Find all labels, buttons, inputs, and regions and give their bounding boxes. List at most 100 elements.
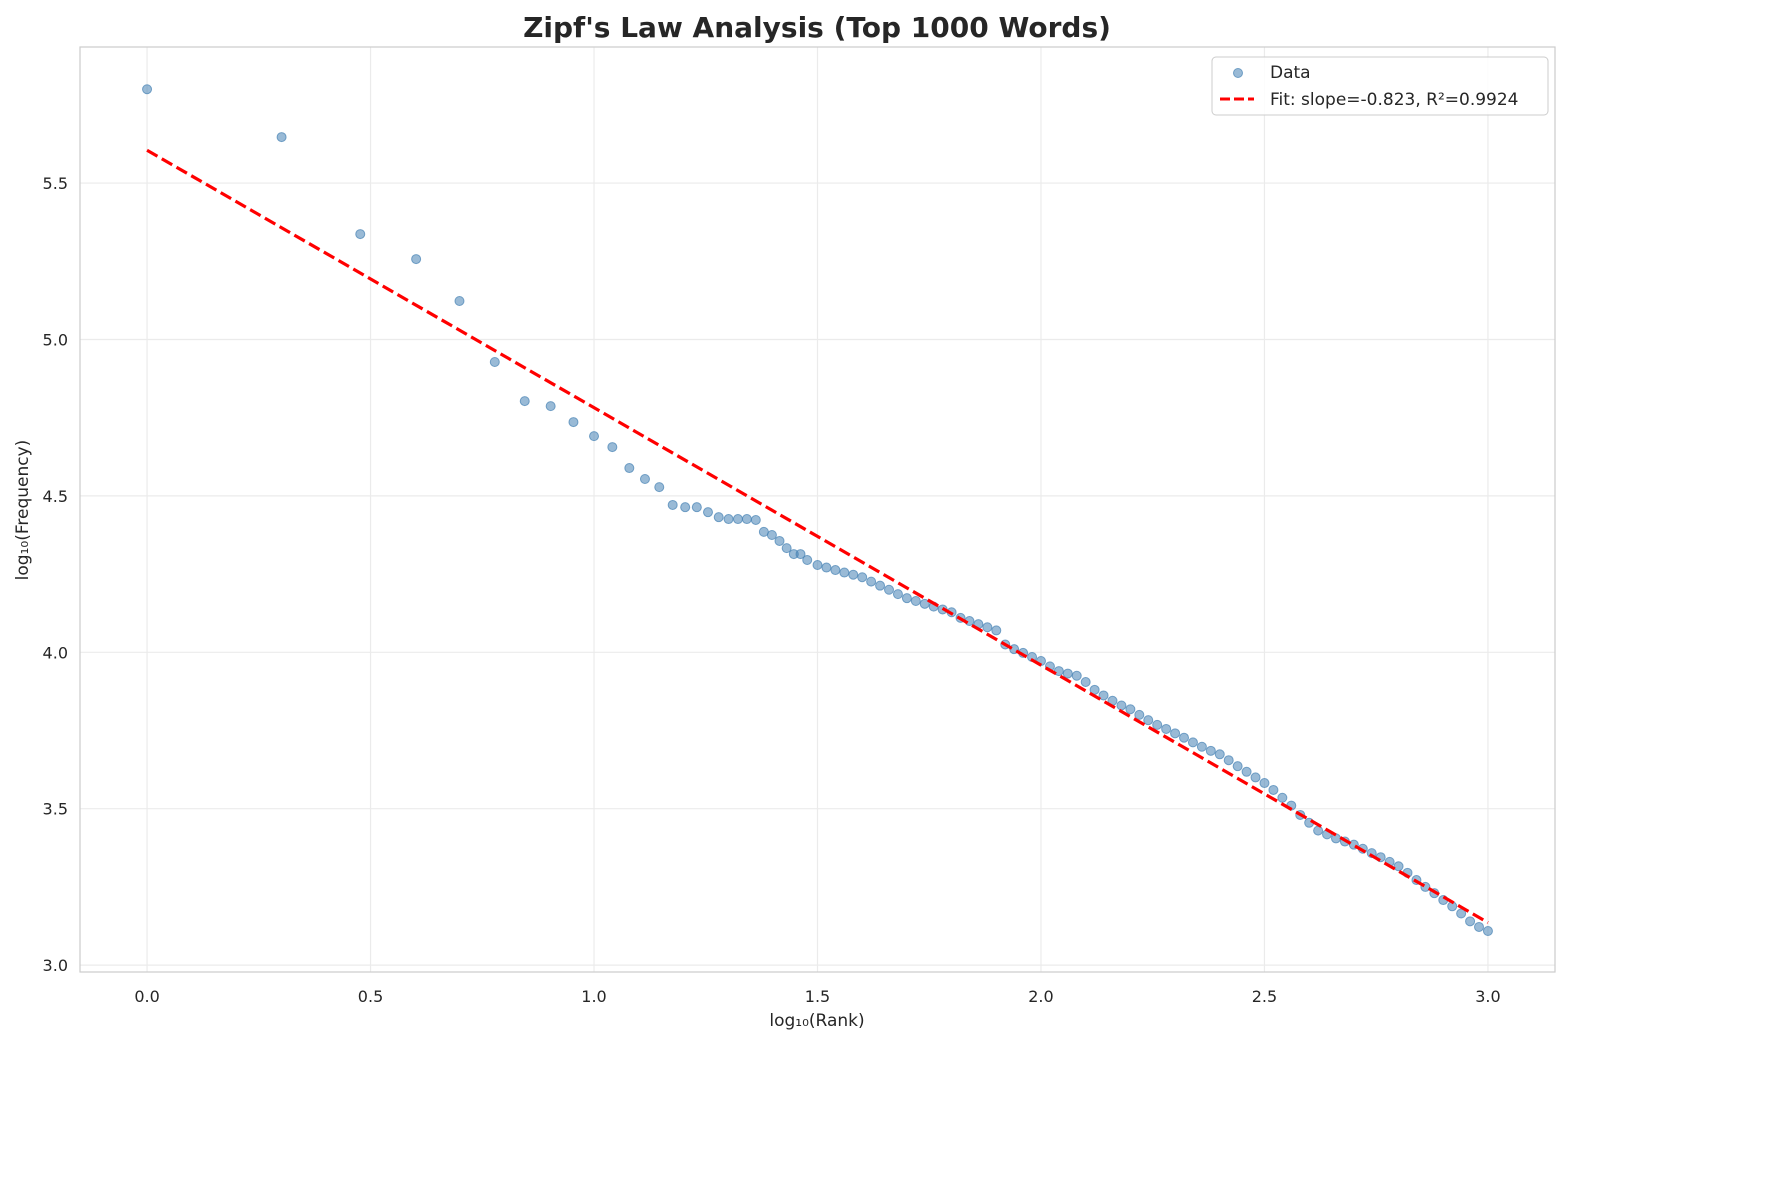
data-point [910,595,921,606]
data-point [1196,741,1207,752]
data-point [1313,825,1324,836]
data-point [1170,728,1181,739]
data-point [691,502,702,513]
data-point [713,512,724,523]
data-point [1259,778,1270,789]
data-point [1116,700,1127,711]
data-point [732,514,743,525]
data-point [1205,745,1216,756]
data-point [545,401,556,412]
x-axis-label: log₁₀(Rank) [769,1011,864,1031]
data-point [781,543,792,554]
x-tick-label: 2.5 [1252,987,1277,1006]
data-point [667,499,678,510]
y-tick-label: 3.5 [43,800,68,819]
data-point [750,514,761,525]
data-point [1250,772,1261,783]
y-tick-label: 4.5 [43,487,68,506]
legend: Data Fit: slope=-0.823, R²=0.9924 [1211,56,1549,116]
data-point [454,296,465,307]
data-point [1187,737,1198,748]
data-point [589,431,600,442]
data-point [741,514,752,525]
data-point [866,576,877,587]
data-point [848,569,859,580]
data-point [411,254,422,265]
data-point [839,567,850,578]
y-axis-ticks: 3.0 3.5 4.0 4.5 5.0 5.5 [43,174,68,975]
data-point [766,529,777,540]
data-point [892,589,903,600]
data-point [830,565,841,576]
data-point [489,357,500,368]
data-point [654,482,665,493]
y-tick-label: 3.0 [43,956,68,975]
data-point [1393,861,1404,872]
data-point [624,463,635,474]
data-point [857,572,868,583]
data-point [875,580,886,591]
legend-data-marker [1233,68,1243,78]
data-point [1268,784,1279,795]
data-point [795,549,806,560]
data-point [1143,715,1154,726]
data-point [1134,709,1145,720]
data-point [723,514,734,525]
data-points [142,84,1493,937]
data-point [919,598,930,609]
data-point [1179,732,1190,743]
x-tick-label: 0.5 [358,987,383,1006]
y-tick-label: 5.0 [43,330,68,349]
fit-line [146,148,1489,924]
grid [80,47,1555,972]
data-point [1080,677,1091,688]
data-point [884,584,895,595]
data-point [276,132,287,143]
data-point [774,535,785,546]
data-point [821,562,832,573]
data-point [607,442,618,453]
data-point [568,417,579,428]
data-point [812,560,823,571]
data-point [1071,670,1082,681]
data-point [901,593,912,604]
data-point [142,84,153,95]
legend-fit-label: Fit: slope=-0.823, R²=0.9924 [1270,90,1519,110]
data-point [802,555,813,566]
y-tick-label: 5.5 [43,174,68,193]
data-point [1456,908,1467,919]
data-point [982,622,993,633]
data-point [1232,761,1243,772]
data-point [702,507,713,518]
data-point [639,474,650,485]
y-tick-label: 4.0 [43,643,68,662]
legend-box [1211,56,1549,116]
fit-line-group [146,148,1489,924]
x-tick-label: 0.0 [134,987,159,1006]
chart-title: Zipf's Law Analysis (Top 1000 Words) [523,11,1111,44]
data-point [1277,792,1288,803]
data-point [991,625,1002,636]
x-tick-label: 1.5 [805,987,830,1006]
data-point [1152,719,1163,730]
data-point [1482,926,1493,937]
data-point [1241,766,1252,777]
data-point [1062,668,1073,679]
x-tick-label: 1.0 [581,987,606,1006]
data-point [680,502,691,513]
data-point [1214,749,1225,760]
y-axis-label: log₁₀(Frequency) [13,440,33,581]
data-point [1465,916,1476,927]
data-point [1330,833,1341,844]
plot-area-frame [79,46,1556,973]
data-point [1098,690,1109,701]
x-tick-label: 3.0 [1475,987,1500,1006]
data-point [1125,704,1136,715]
x-tick-label: 2.0 [1028,987,1053,1006]
data-point [1223,755,1234,766]
data-point [1474,921,1485,932]
legend-data-label: Data [1270,63,1311,83]
data-point [1161,723,1172,734]
data-point [519,396,530,407]
